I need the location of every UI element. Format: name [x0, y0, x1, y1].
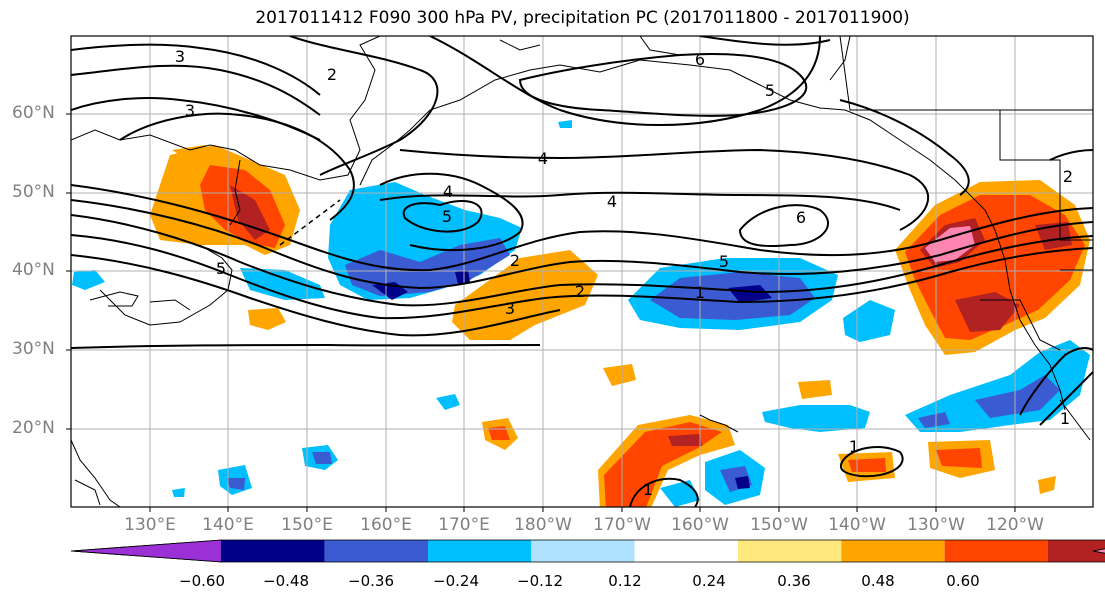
lon-label-130w: 130°W: [907, 515, 965, 535]
pv-contours: [71, 36, 1093, 507]
contour-label: 1: [643, 480, 653, 499]
colorbar-swatch: [738, 540, 842, 562]
contour-label: 6: [796, 208, 806, 227]
lon-label-130e: 130°E: [124, 515, 176, 535]
colorbar-extend-min: [70, 539, 222, 563]
contour-label: 5: [719, 252, 729, 271]
lat-label-60n: 60°N: [12, 103, 55, 123]
colorbar-tick-label: −0.36: [348, 572, 394, 590]
lat-label-50n: 50°N: [12, 182, 55, 202]
coastlines: [71, 36, 1093, 507]
colorbar-frame: [70, 539, 1105, 563]
contour-label: 5: [216, 259, 226, 278]
lon-label-170w: 170°W: [593, 515, 651, 535]
contour-label: 2: [575, 282, 585, 301]
lat-label-20n: 20°N: [12, 418, 55, 438]
colorbar-tick-label: −0.60: [179, 572, 225, 590]
colorbar-swatch: [428, 540, 532, 562]
colorbar-tick-label: −0.48: [263, 572, 309, 590]
lon-label-160w: 160°W: [671, 515, 729, 535]
lon-label-180w: 180°W: [514, 515, 572, 535]
colorbar-tick-label: −0.24: [433, 572, 479, 590]
contour-label: 2: [327, 65, 337, 84]
colorbar-swatch: [1048, 540, 1105, 562]
contour-label: 1: [695, 283, 705, 302]
colorbar-swatch: [221, 540, 325, 562]
lat-label-30n: 30°N: [12, 339, 55, 359]
axis-ticks: [66, 113, 1016, 512]
contour-label: 2: [510, 251, 520, 270]
colorbar-swatch: [944, 540, 1048, 562]
map-title: 2017011412 F090 300 hPa PV, precipitatio…: [255, 8, 910, 28]
contour-label: 1: [1060, 409, 1070, 428]
lon-label-150e: 150°E: [281, 515, 333, 535]
lon-label-160e: 160°E: [360, 515, 412, 535]
colorbar-tick-label: 0.12: [608, 572, 642, 590]
colorbar-tick-label: 0.36: [777, 572, 811, 590]
contour-label: 1: [849, 437, 859, 456]
contour-label: 5: [765, 81, 775, 100]
contour-label: 6: [695, 50, 705, 69]
colorbar-tick-label: −0.12: [517, 572, 563, 590]
precip-positive-west-pacific: [150, 145, 300, 330]
lat-label-40n: 40°N: [12, 260, 55, 280]
precip-positive-west-coast: [895, 180, 1090, 355]
colorbar-tick-label: 0.60: [946, 572, 980, 590]
precip-positive-subtropical: [598, 415, 735, 507]
contour-label: 4: [538, 149, 548, 168]
colorbar: [70, 539, 1105, 563]
contour-label: 4: [607, 192, 617, 211]
colorbar-swatch: [634, 540, 738, 562]
contour-label: 2: [1063, 167, 1073, 186]
lon-label-140w: 140°W: [828, 515, 886, 535]
colorbar-extend-max: [1092, 548, 1105, 554]
colorbar-swatch: [841, 540, 945, 562]
colorbar-tick-label: 0.24: [692, 572, 726, 590]
colorbar-swatch: [531, 540, 635, 562]
lon-label-120w: 120°W: [986, 515, 1044, 535]
contour-label: 5: [442, 207, 452, 226]
map-gridlines: [71, 36, 1093, 507]
contour-label: 3: [185, 101, 195, 120]
contour-label: 3: [175, 47, 185, 66]
colorbar-tick-label: 0.48: [861, 572, 895, 590]
contour-label: 4: [443, 182, 453, 201]
precip-negative-regions: [72, 120, 1090, 507]
contour-label: 3: [505, 299, 515, 318]
colorbar-swatch: [324, 540, 428, 562]
dashed-contour: [279, 199, 341, 246]
lon-label-150w: 150°W: [750, 515, 808, 535]
lon-label-140e: 140°E: [202, 515, 254, 535]
lon-label-170e: 170°E: [438, 515, 490, 535]
